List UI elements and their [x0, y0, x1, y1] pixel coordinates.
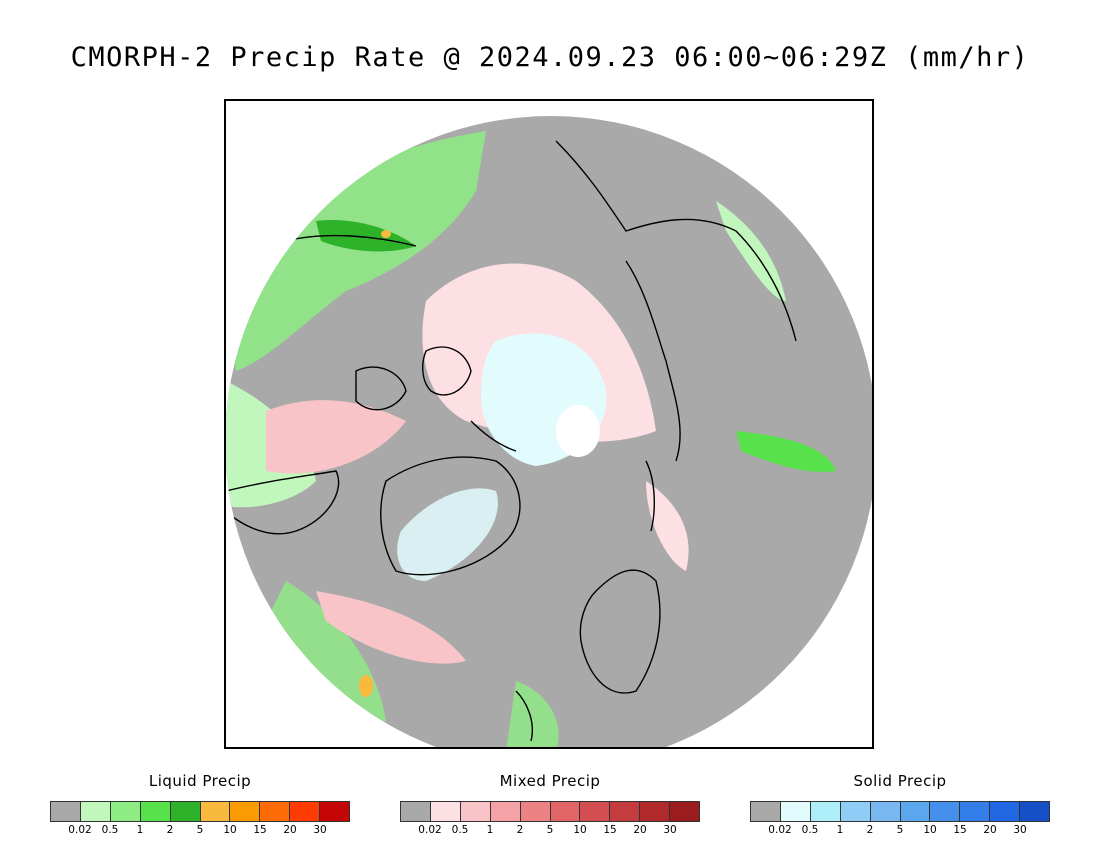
legend-swatch: [1020, 802, 1050, 821]
legend-tick: 0.02: [418, 824, 442, 836]
mixed-precip-region: [316, 591, 466, 664]
legend-tick: 1: [486, 824, 494, 836]
legend-swatch: [51, 802, 81, 821]
legend-tick: 10: [573, 824, 587, 836]
legend-tick: 2: [166, 824, 174, 836]
legend-ticks: 0.02 0.5 1 2 5 10 15 20 30: [50, 824, 350, 838]
legend-swatch: [260, 802, 291, 821]
legend-swatch: [401, 802, 431, 821]
legend-swatch: [840, 802, 871, 821]
legend-tick: 1: [136, 824, 144, 836]
liquid-precip-region: [226, 131, 486, 371]
legend-swatch: [430, 802, 461, 821]
legend-tick: 20: [633, 824, 647, 836]
solid-precip-region: [556, 405, 600, 457]
liquid-precip-region: [316, 220, 416, 252]
legend-swatch: [140, 802, 171, 821]
legend-swatch: [170, 802, 201, 821]
legend-swatch: [110, 802, 141, 821]
legend-swatch: [990, 802, 1021, 821]
chart-title: CMORPH-2 Precip Rate @ 2024.09.23 06:00~…: [70, 42, 1030, 73]
legend-tick: 15: [603, 824, 617, 836]
legend-tick: 5: [896, 824, 904, 836]
legend-swatch: [960, 802, 991, 821]
legend-swatch: [320, 802, 350, 821]
legend-tick: 0.5: [451, 824, 469, 836]
coastlines: [226, 140, 797, 742]
legend-swatches: [750, 801, 1050, 822]
legend-swatch: [80, 802, 111, 821]
legend-tick: 0.5: [101, 824, 119, 836]
precip-map-svg: [226, 116, 872, 747]
legend-tick: 0.02: [768, 824, 792, 836]
legend-tick: 5: [196, 824, 204, 836]
legend-swatch: [900, 802, 931, 821]
solid-precip-region: [397, 488, 498, 581]
legend-tick: 10: [923, 824, 937, 836]
mixed-precip-region: [646, 481, 689, 571]
legend-tick: 20: [983, 824, 997, 836]
legend-tick: 30: [1013, 824, 1027, 836]
legend-swatch: [200, 802, 231, 821]
liquid-precip-region: [506, 681, 559, 747]
polar-map: [224, 99, 874, 749]
legend-tick: 15: [253, 824, 267, 836]
legend-tick: 30: [663, 824, 677, 836]
legend-title: Mixed Precip: [499, 772, 601, 790]
legend-swatch: [580, 802, 611, 821]
liquid-precip-region: [716, 201, 786, 301]
legend-solid: Solid Precip 0.02 0.5 1 2 5 10 15 20 30: [750, 772, 1050, 838]
mixed-precip-region: [266, 400, 406, 474]
legend-swatch: [870, 802, 901, 821]
legend-swatch: [930, 802, 961, 821]
legend-title: Solid Precip: [853, 772, 947, 790]
legend-swatch: [670, 802, 700, 821]
legend-swatch: [290, 802, 321, 821]
legend-tick: 20: [283, 824, 297, 836]
liquid-precip-region: [381, 230, 391, 238]
legend-swatch: [810, 802, 841, 821]
legend-title: Liquid Precip: [148, 772, 252, 790]
legend-tick: 15: [953, 824, 967, 836]
legend-liquid: Liquid Precip 0.02 0.5 1 2 5 10 15 20 30: [50, 772, 350, 838]
liquid-precip-region: [359, 675, 373, 697]
legend-tick: 2: [516, 824, 524, 836]
legend-ticks: 0.02 0.5 1 2 5 10 15 20 30: [750, 824, 1050, 838]
legend-tick: 30: [313, 824, 327, 836]
legend-swatch: [610, 802, 641, 821]
legend-tick: 2: [866, 824, 874, 836]
legend-swatches: [50, 801, 350, 822]
legend-swatch: [490, 802, 521, 821]
legend-swatch: [780, 802, 811, 821]
legend-swatch: [550, 802, 581, 821]
legend-swatch: [640, 802, 671, 821]
legend-swatch: [751, 802, 781, 821]
legend-ticks: 0.02 0.5 1 2 5 10 15 20 30: [400, 824, 700, 838]
liquid-precip-region: [736, 431, 836, 472]
legend-tick: 5: [546, 824, 554, 836]
legend-tick: 0.5: [801, 824, 819, 836]
legend-mixed: Mixed Precip 0.02 0.5 1 2 5 10 15 20 30: [400, 772, 700, 838]
legend-tick: 0.02: [68, 824, 92, 836]
legend-tick: 10: [223, 824, 237, 836]
legend-tick: 1: [836, 824, 844, 836]
legend-swatch: [460, 802, 491, 821]
legend-swatch: [520, 802, 551, 821]
legend-swatch: [230, 802, 261, 821]
legend-swatches: [400, 801, 700, 822]
